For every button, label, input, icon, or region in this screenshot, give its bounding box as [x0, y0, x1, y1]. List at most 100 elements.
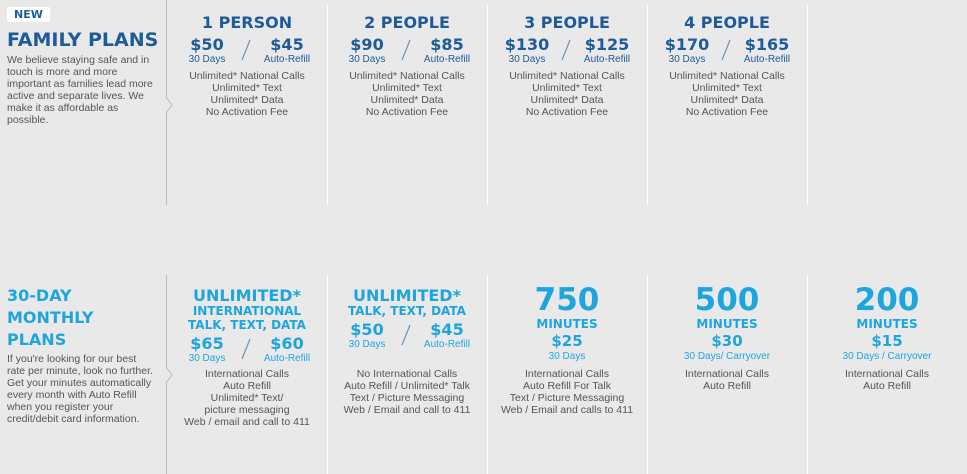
feature: No Activation Fee	[205, 106, 289, 118]
feature: Auto Refill	[223, 380, 271, 392]
feature: Unlimited* Text	[372, 82, 442, 94]
price: $130	[504, 35, 550, 54]
description-line: when you register your	[7, 401, 114, 413]
feature: International Calls	[684, 368, 770, 380]
price-label: Auto-Refill	[583, 54, 631, 65]
feature: No International Calls	[356, 368, 458, 380]
description-line: active and separate lives. We	[7, 90, 144, 102]
description-line: possible.	[7, 114, 49, 126]
feature: International Calls	[844, 368, 930, 380]
section-title: FAMILY PLANS	[7, 29, 159, 51]
feature: Unlimited* Data	[530, 94, 604, 106]
divider	[807, 275, 808, 474]
feature: Web / Email and calls to 411	[500, 404, 634, 416]
minutes: 750	[534, 282, 600, 318]
divider	[487, 5, 488, 205]
plan-name: 3 PEOPLE	[524, 13, 610, 32]
price: $30	[711, 332, 743, 350]
price: $50	[350, 320, 384, 339]
price-label: 30 Days	[188, 54, 226, 65]
feature: Text / Picture Messaging	[349, 392, 465, 404]
minutes: 200	[854, 282, 920, 318]
feature: International Calls	[204, 368, 290, 380]
price: $60	[270, 334, 304, 353]
price-label: Auto-Refill	[743, 54, 791, 65]
feature: Unlimited* Text	[212, 82, 282, 94]
divider	[647, 275, 648, 474]
feature: Unlimited* Text/	[210, 392, 284, 404]
feature: No Activation Fee	[525, 106, 609, 118]
feature: Unlimited* National Calls	[189, 70, 305, 82]
price: $90	[350, 35, 384, 54]
price: $85	[430, 35, 464, 54]
plan-heading: UNLIMITED*	[193, 286, 301, 305]
price-label: Auto-Refill	[423, 54, 471, 65]
divider	[647, 5, 648, 205]
price-label: 30 Days	[188, 353, 226, 364]
section-title: MONTHLY	[7, 308, 94, 327]
plan-subheading: TALK, TEXT, DATA	[348, 304, 466, 318]
description-line: make it as affordable as	[7, 102, 119, 114]
section-title: PLANS	[7, 330, 67, 349]
plan-subheading: INTERNATIONAL	[192, 304, 302, 318]
slash	[241, 338, 251, 360]
feature: Text / Picture Messaging	[509, 392, 625, 404]
minutes: 500	[694, 282, 760, 318]
feature: Auto Refill For Talk	[523, 380, 611, 392]
description-line: rate per minute, look no further.	[7, 365, 153, 377]
feature: No Activation Fee	[365, 106, 449, 118]
plan-name: 1 PERSON	[201, 13, 293, 32]
feature: Unlimited* Text	[692, 82, 762, 94]
feature: Unlimited* Data	[690, 94, 764, 106]
price-label: 30 Days	[668, 54, 706, 65]
price: $65	[190, 334, 224, 353]
slash	[241, 39, 251, 61]
plan-heading: UNLIMITED*	[353, 286, 461, 305]
feature: International Calls	[524, 368, 610, 380]
section-title: 30-DAY	[7, 286, 72, 305]
slash	[401, 324, 411, 346]
price-label: Auto-Refill	[263, 353, 311, 364]
description-line: every month with Auto Refill	[7, 389, 137, 401]
description-line: We believe staying safe and in	[7, 54, 150, 66]
feature: Unlimited* National Calls	[349, 70, 465, 82]
description-line: If you're looking for our best	[7, 353, 137, 365]
feature: Unlimited* Data	[210, 94, 284, 106]
price: $45	[430, 320, 464, 339]
price-label: 30 Days	[348, 339, 386, 350]
feature: Auto Refill	[703, 380, 751, 392]
description-line: Get your minutes automatically	[7, 377, 152, 389]
divider	[487, 275, 488, 474]
feature: Web / Email and call to 411	[343, 404, 471, 416]
minutes-unit: MINUTES	[696, 317, 758, 331]
price: $170	[664, 35, 710, 54]
description-line: important as families lead more	[7, 78, 153, 90]
arrow	[165, 366, 173, 384]
feature: picture messaging	[204, 404, 290, 416]
price: $50	[190, 35, 224, 54]
divider	[807, 5, 808, 205]
price-label: 30 Days	[508, 54, 546, 65]
badge: NEW	[7, 7, 50, 22]
price: $15	[871, 332, 903, 350]
feature: Auto Refill	[863, 380, 911, 392]
feature: No Activation Fee	[685, 106, 769, 118]
feature: Unlimited* National Calls	[509, 70, 625, 82]
price: $125	[584, 35, 630, 54]
price-label: 30 Days / Carryover	[842, 351, 932, 362]
description-line: credit/debit card information.	[7, 413, 140, 425]
slash	[401, 39, 411, 61]
feature: Auto Refill / Unlimited* Talk	[344, 380, 470, 392]
price-label: Auto-Refill	[263, 54, 311, 65]
price-label: Auto-Refill	[423, 339, 471, 350]
price-label: 30 Days	[348, 54, 386, 65]
divider	[327, 5, 328, 205]
feature: Unlimited* Text	[532, 82, 602, 94]
feature: Web / email and call to 411	[184, 416, 310, 428]
description-line: touch is more and more	[7, 66, 118, 78]
price: $25	[551, 332, 583, 350]
minutes-unit: MINUTES	[536, 317, 598, 331]
minutes-unit: MINUTES	[856, 317, 918, 331]
slash	[721, 39, 731, 61]
